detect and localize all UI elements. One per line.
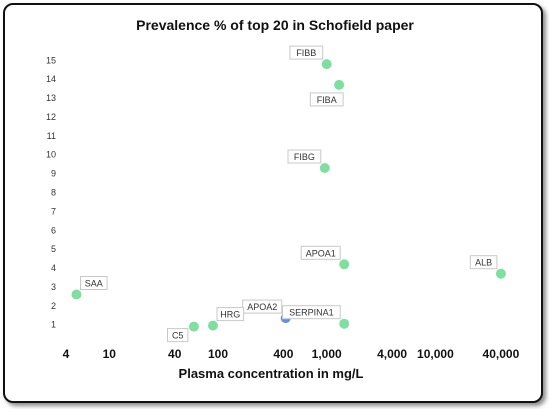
- point-label-c5: C5: [167, 328, 189, 343]
- data-point-alb[interactable]: [495, 268, 506, 279]
- point-label-box: [289, 45, 324, 60]
- y-tick-label: 2: [51, 301, 56, 311]
- point-label-alb: ALB: [469, 255, 498, 270]
- x-tick-label: 10: [103, 347, 117, 361]
- point-label-text: SAA: [85, 279, 103, 289]
- data-point-saa[interactable]: [71, 289, 82, 300]
- y-tick-label: 6: [51, 225, 56, 235]
- x-axis-label: Plasma concentration in mg/L: [179, 366, 364, 381]
- x-tick-label: 10,000: [417, 347, 454, 361]
- chart-title: Prevalence % of top 20 in Schofield pape…: [136, 17, 414, 33]
- x-tick-label: 4,000: [377, 347, 407, 361]
- chart-frame: [3, 3, 543, 403]
- y-tick-label: 15: [46, 55, 56, 65]
- y-tick-label: 7: [51, 206, 56, 216]
- point-label-box: [300, 245, 341, 260]
- data-points: FIBB FIBA FIBG APOA1 ALB SAA APOA2 SERPINA1 HRG C…: [71, 45, 506, 343]
- point-label-box: [80, 276, 108, 290]
- y-tick-label: 12: [46, 112, 56, 122]
- y-tick-label: 1: [51, 320, 56, 330]
- point-label-box: [167, 328, 189, 343]
- point-label-text: FIBB: [296, 48, 316, 58]
- y-tick-label: 11: [47, 131, 56, 141]
- y-tick-label: 14: [46, 74, 56, 84]
- point-label-saa: SAA: [80, 276, 108, 290]
- y-tick-label: 5: [51, 244, 56, 254]
- point-label-text: FIBG: [294, 152, 315, 162]
- point-label-hrg: HRG: [216, 307, 245, 322]
- y-tick-label: 3: [51, 282, 56, 292]
- point-label-text: FIBA: [317, 95, 337, 105]
- point-label-text: APOA2: [247, 302, 277, 312]
- point-label-text: HRG: [220, 310, 240, 320]
- y-tick-label: 8: [51, 188, 56, 198]
- data-point-hrg[interactable]: [208, 320, 218, 331]
- data-point-serpina1[interactable]: [339, 318, 350, 329]
- point-label-box: [242, 299, 283, 314]
- point-label-fibb: FIBB: [289, 45, 324, 60]
- data-point-fiba[interactable]: [334, 79, 345, 90]
- data-point-fibb[interactable]: [321, 59, 332, 70]
- point-label-text: C5: [172, 331, 184, 341]
- point-label-box: [287, 149, 322, 164]
- x-tick-label: 400: [273, 347, 293, 361]
- point-label-apoa2: APOA2: [242, 299, 283, 314]
- point-label-text: APOA1: [306, 248, 336, 258]
- y-tick-label: 9: [51, 169, 56, 179]
- point-label-fiba: FIBA: [309, 92, 344, 107]
- data-point-c5[interactable]: [188, 321, 199, 332]
- y-tick-label: 4: [51, 263, 56, 273]
- x-tick-label: 4: [63, 347, 70, 361]
- x-tick-label: 100: [208, 347, 228, 361]
- point-label-text: SERPINA1: [289, 308, 334, 318]
- x-tick-label: 40,000: [483, 347, 520, 361]
- point-label-box: [309, 92, 344, 107]
- x-tick-label: 1,000: [312, 347, 342, 361]
- data-point-apoa1[interactable]: [339, 259, 350, 270]
- x-tick-label: 40: [168, 347, 182, 361]
- point-label-serpina1: SERPINA1: [282, 305, 341, 320]
- point-label-box: [282, 305, 341, 320]
- y-tick-label: 10: [46, 150, 56, 160]
- x-axis-ticks: 4 10 40 100 400 1,000 4,000 10,000 40,000: [63, 347, 520, 361]
- point-label-box: [216, 307, 245, 322]
- data-point-fibg[interactable]: [319, 163, 330, 173]
- point-label-apoa1: APOA1: [300, 245, 341, 260]
- point-label-fibg: FIBG: [287, 149, 322, 164]
- point-label-text: ALB: [475, 258, 492, 268]
- point-label-box: [469, 255, 498, 270]
- y-tick-label: 13: [46, 93, 56, 103]
